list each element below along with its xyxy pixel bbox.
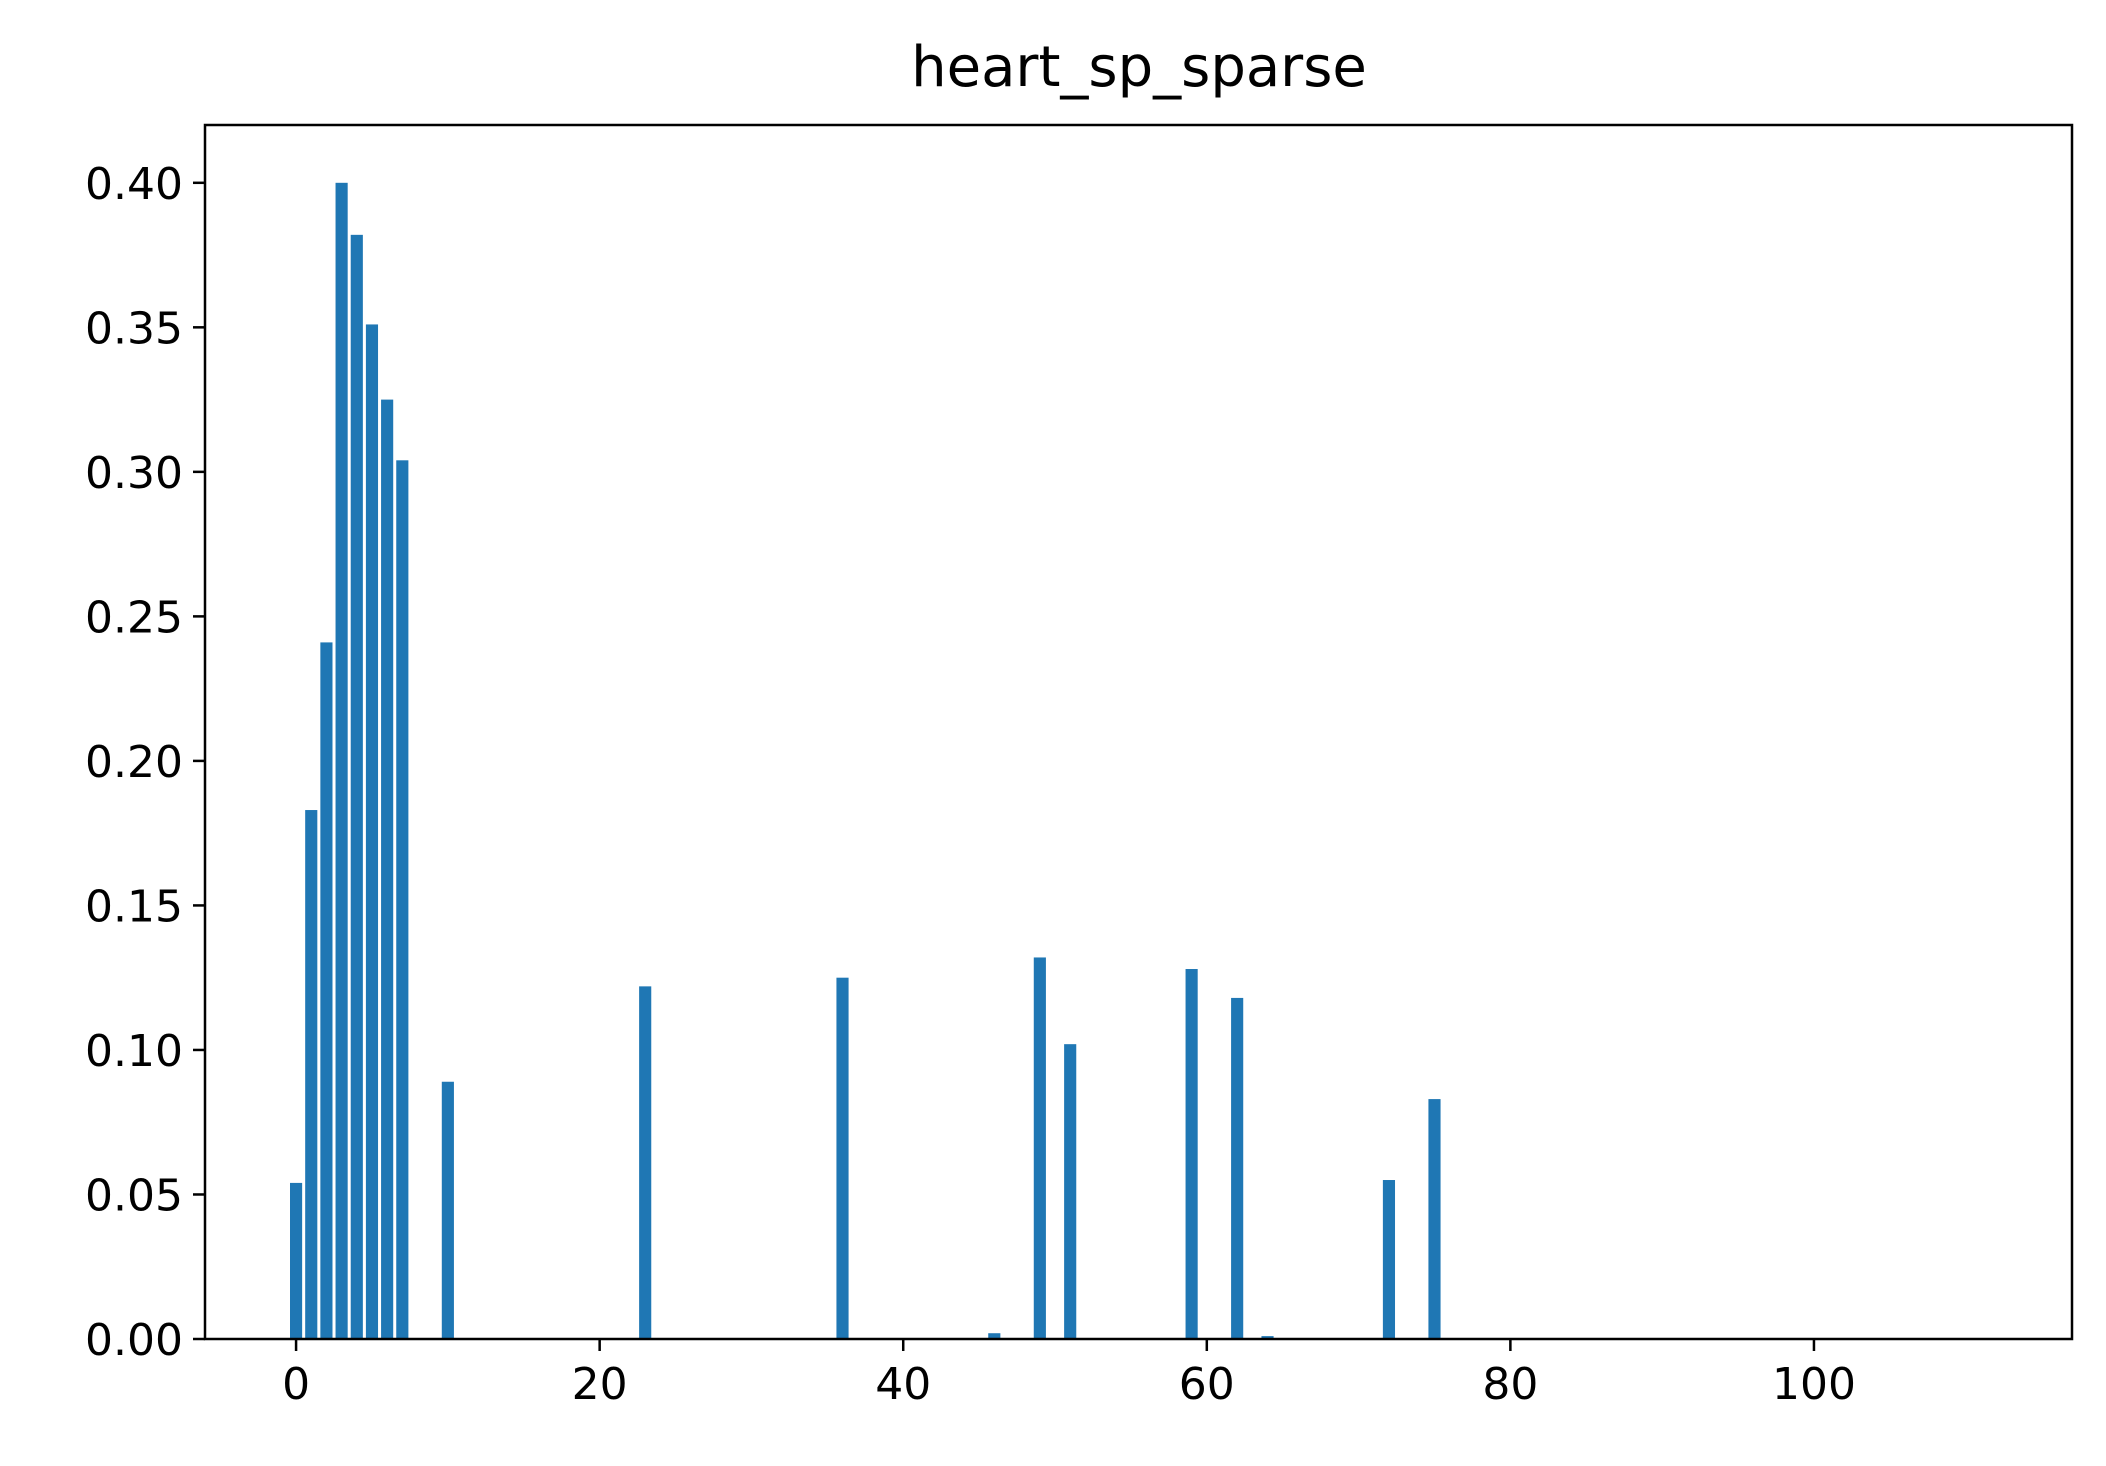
bar xyxy=(1231,997,1244,1339)
y-tick-label: 0.10 xyxy=(85,1026,183,1077)
bar xyxy=(290,1182,303,1339)
bars-layer xyxy=(290,182,1441,1340)
y-tick-label: 0.00 xyxy=(85,1315,183,1366)
y-tick-label: 0.05 xyxy=(85,1170,183,1221)
bar xyxy=(305,810,318,1339)
y-tick-label: 0.15 xyxy=(85,881,183,932)
bar xyxy=(365,324,379,1339)
bar xyxy=(1033,957,1046,1339)
bar xyxy=(1428,1099,1441,1339)
bar xyxy=(988,1333,1001,1339)
plot-frame xyxy=(203,123,2074,1341)
y-tick-label: 0.20 xyxy=(85,737,183,788)
y-axis: 0.00 0.05 0.10 0.15 0.20 0.25 0.30 0.35 0.40 xyxy=(85,159,205,1366)
bar xyxy=(396,460,409,1339)
bar xyxy=(1064,1044,1077,1339)
x-tick-label: 0 xyxy=(282,1359,310,1410)
chart-title: heart_sp_sparse xyxy=(911,35,1367,100)
x-axis: 0 20 40 60 80 100 xyxy=(282,1339,1856,1410)
bar xyxy=(320,642,333,1339)
x-tick-label: 60 xyxy=(1179,1359,1235,1410)
y-tick-label: 0.25 xyxy=(85,592,183,643)
x-tick-label: 40 xyxy=(875,1359,931,1410)
bar xyxy=(639,986,652,1339)
bar xyxy=(350,234,363,1340)
bar xyxy=(335,182,348,1339)
bar xyxy=(1382,1180,1396,1339)
bar xyxy=(836,977,849,1339)
x-tick-label: 80 xyxy=(1482,1359,1538,1410)
bar xyxy=(1185,969,1198,1339)
x-tick-label: 20 xyxy=(572,1359,628,1410)
y-tick-label: 0.40 xyxy=(85,159,183,210)
x-tick-label: 100 xyxy=(1772,1359,1856,1410)
bar xyxy=(1261,1336,1274,1339)
y-tick-label: 0.35 xyxy=(85,303,183,354)
y-tick-label: 0.30 xyxy=(85,448,183,499)
bar xyxy=(441,1081,454,1339)
bar xyxy=(381,399,394,1340)
